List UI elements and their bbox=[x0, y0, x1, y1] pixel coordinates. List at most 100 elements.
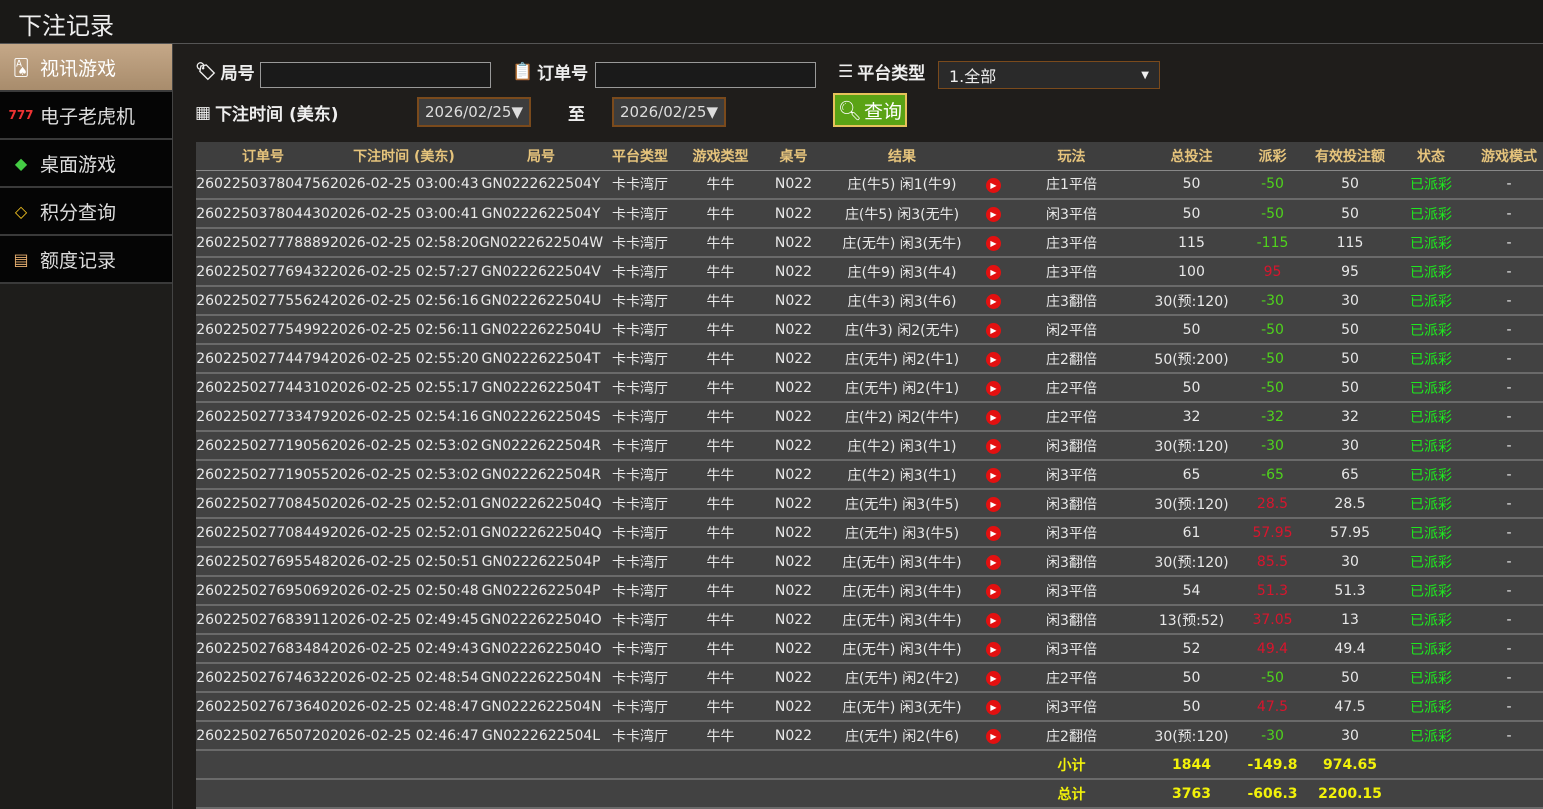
cell-game-mode: - bbox=[1462, 721, 1543, 751]
cell-order-no: 260225027708450 bbox=[196, 489, 330, 519]
cell-platform: 卡卡湾厅 bbox=[604, 692, 676, 722]
cell-platform: 卡卡湾厅 bbox=[604, 721, 676, 751]
cell-total-bet: 115 bbox=[1138, 228, 1245, 258]
empty-cell bbox=[982, 750, 1005, 780]
cell-order-no: 260225027674632 bbox=[196, 663, 330, 693]
play-video-icon[interactable]: ▶ bbox=[986, 468, 1001, 483]
cell-status: 已派彩 bbox=[1400, 460, 1462, 490]
play-video-icon[interactable]: ▶ bbox=[986, 671, 1001, 686]
play-video-icon[interactable]: ▶ bbox=[986, 526, 1001, 541]
cell-round-no: GN0222622504U bbox=[478, 286, 604, 316]
bet-records-table: 订单号 下注时间 (美东) 局号 平台类型 游戏类型 桌号 结果 玩法 总投注 派彩 有效投注额 状态… bbox=[196, 142, 1543, 809]
header-order-no: 订单号 bbox=[196, 142, 330, 171]
search-icon: 🔍︎ bbox=[837, 99, 863, 122]
cell-order-no: 260225027744310 bbox=[196, 373, 330, 403]
cell-round-no: GN0222622504W bbox=[478, 228, 604, 258]
cell-valid-bet: 50 bbox=[1300, 315, 1400, 345]
empty-cell bbox=[1400, 750, 1462, 780]
cell-bet-time: 2026-02-25 02:54:16 bbox=[330, 402, 478, 432]
play-video-icon[interactable]: ▶ bbox=[986, 700, 1001, 715]
play-video-icon[interactable]: ▶ bbox=[986, 497, 1001, 512]
play-video-icon[interactable]: ▶ bbox=[986, 584, 1001, 599]
header-table-no: 桌号 bbox=[765, 142, 822, 171]
cell-valid-bet: 13 bbox=[1300, 605, 1400, 635]
play-video-icon[interactable]: ▶ bbox=[986, 207, 1001, 222]
cell-bet-time: 2026-02-25 02:56:16 bbox=[330, 286, 478, 316]
cell-round-no: GN0222622504P bbox=[478, 547, 604, 577]
subtotal-total-bet: 1844 bbox=[1138, 750, 1245, 780]
date-from-picker[interactable]: 2026/02/25 ▼ bbox=[417, 97, 531, 127]
tag-icon: 🏷 bbox=[195, 61, 217, 82]
cell-bet-time: 2026-02-25 02:48:54 bbox=[330, 663, 478, 693]
cell-bet-type: 庄2翻倍 bbox=[1005, 721, 1138, 751]
play-video-icon[interactable]: ▶ bbox=[986, 294, 1001, 309]
play-video-icon[interactable]: ▶ bbox=[986, 410, 1001, 425]
platform-select[interactable]: 1.全部 ▼ bbox=[938, 61, 1160, 89]
replay-cell: ▶ bbox=[982, 576, 1005, 606]
play-video-icon[interactable]: ▶ bbox=[986, 642, 1001, 657]
table-row: 260225027755624 2026-02-25 02:56:16 GN0222… bbox=[196, 286, 1543, 316]
round-input[interactable] bbox=[260, 62, 491, 88]
order-input[interactable] bbox=[595, 62, 816, 88]
cell-game-type: 牛牛 bbox=[676, 431, 765, 461]
replay-cell: ▶ bbox=[982, 634, 1005, 664]
table-row: 260225027650720 2026-02-25 02:46:47 GN0222… bbox=[196, 721, 1543, 751]
cell-game-type: 牛牛 bbox=[676, 199, 765, 229]
time-label: ▦ 下注时间 (美东) bbox=[195, 100, 339, 126]
cell-game-mode: - bbox=[1462, 199, 1543, 229]
play-video-icon[interactable]: ▶ bbox=[986, 555, 1001, 570]
cell-valid-bet: 30 bbox=[1300, 721, 1400, 751]
cell-payout: -50 bbox=[1245, 344, 1300, 374]
table-row: 260225027683911 2026-02-25 02:49:45 GN0222… bbox=[196, 605, 1543, 635]
sidebar-item-table-games[interactable]: ◆ 桌面游戏 bbox=[0, 140, 172, 188]
cell-game-mode: - bbox=[1462, 170, 1543, 200]
cell-status: 已派彩 bbox=[1400, 286, 1462, 316]
date-to-picker[interactable]: 2026/02/25 ▼ bbox=[612, 97, 726, 127]
replay-cell: ▶ bbox=[982, 663, 1005, 693]
table-header: 订单号 下注时间 (美东) 局号 平台类型 游戏类型 桌号 结果 玩法 总投注 派彩 有效投注额 状态… bbox=[196, 142, 1543, 171]
play-video-icon[interactable]: ▶ bbox=[986, 381, 1001, 396]
cell-payout: -30 bbox=[1245, 286, 1300, 316]
cell-valid-bet: 95 bbox=[1300, 257, 1400, 287]
replay-cell: ▶ bbox=[982, 170, 1005, 200]
cell-valid-bet: 32 bbox=[1300, 402, 1400, 432]
play-video-icon[interactable]: ▶ bbox=[986, 613, 1001, 628]
platform-label-text: 平台类型 bbox=[857, 64, 926, 84]
play-video-icon[interactable]: ▶ bbox=[986, 323, 1001, 338]
empty-cell bbox=[676, 750, 765, 780]
cell-table-no: N022 bbox=[765, 228, 822, 258]
play-video-icon[interactable]: ▶ bbox=[986, 236, 1001, 251]
play-video-icon[interactable]: ▶ bbox=[986, 439, 1001, 454]
cell-platform: 卡卡湾厅 bbox=[604, 170, 676, 200]
cell-game-mode: - bbox=[1462, 402, 1543, 432]
cell-total-bet: 13(预:52) bbox=[1138, 605, 1245, 635]
cell-valid-bet: 50 bbox=[1300, 344, 1400, 374]
cell-game-type: 牛牛 bbox=[676, 518, 765, 548]
cell-order-no: 260225027708449 bbox=[196, 518, 330, 548]
sidebar-item-credit[interactable]: ▤ 额度记录 bbox=[0, 236, 172, 284]
cell-game-type: 牛牛 bbox=[676, 663, 765, 693]
round-label: 🏷 局号 bbox=[195, 59, 255, 85]
date-to-value: 2026/02/25 bbox=[619, 103, 707, 121]
cell-bet-type: 庄3翻倍 bbox=[1005, 286, 1138, 316]
cell-payout: 49.4 bbox=[1245, 634, 1300, 664]
replay-cell: ▶ bbox=[982, 199, 1005, 229]
cell-status: 已派彩 bbox=[1400, 228, 1462, 258]
empty-cell bbox=[765, 779, 822, 809]
cell-payout: 85.5 bbox=[1245, 547, 1300, 577]
total-row: 总计 3763 -606.3 2200.15 bbox=[196, 779, 1543, 809]
table-row: 260225037804430 2026-02-25 03:00:41 GN0222… bbox=[196, 199, 1543, 229]
sidebar-item-live-games[interactable]: 🂡 视讯游戏 bbox=[0, 44, 172, 92]
query-button[interactable]: 🔍︎ 查询 bbox=[833, 93, 907, 127]
play-video-icon[interactable]: ▶ bbox=[986, 265, 1001, 280]
cell-game-mode: - bbox=[1462, 257, 1543, 287]
play-video-icon[interactable]: ▶ bbox=[986, 177, 1001, 193]
table-row: 260225027708450 2026-02-25 02:52:01 GN0222… bbox=[196, 489, 1543, 519]
play-video-icon[interactable]: ▶ bbox=[986, 352, 1001, 367]
cell-bet-type: 闲3平倍 bbox=[1005, 518, 1138, 548]
replay-cell: ▶ bbox=[982, 460, 1005, 490]
empty-cell bbox=[478, 750, 604, 780]
sidebar-item-points[interactable]: ◇ 积分查询 bbox=[0, 188, 172, 236]
sidebar-item-slots[interactable]: 777 电子老虎机 bbox=[0, 92, 172, 140]
play-video-icon[interactable]: ▶ bbox=[986, 729, 1001, 744]
